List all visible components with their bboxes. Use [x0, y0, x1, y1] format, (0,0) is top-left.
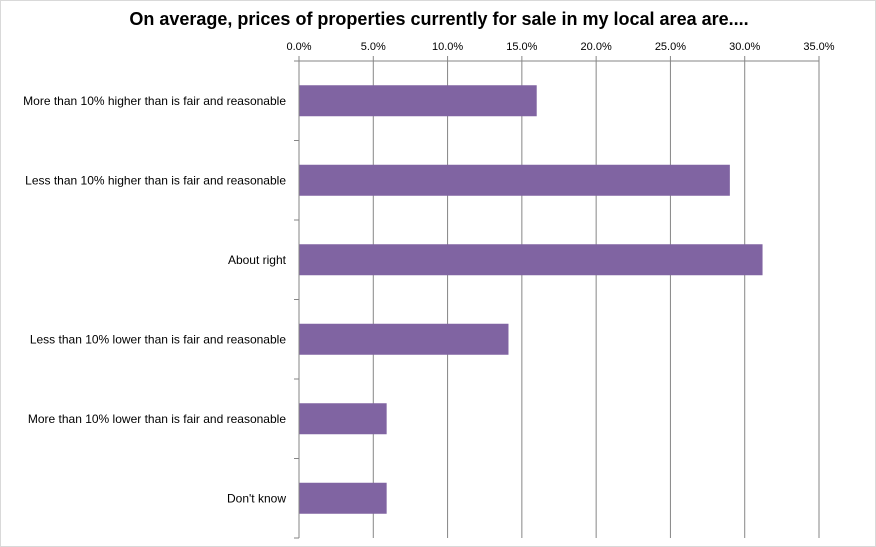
bar	[299, 482, 387, 514]
x-tick-label: 15.0%	[506, 41, 537, 53]
category-label: About right	[228, 253, 287, 267]
category-label: Don't know	[227, 491, 286, 505]
bars	[299, 85, 763, 514]
category-label: More than 10% higher than is fair and re…	[23, 94, 286, 108]
bar	[299, 164, 730, 196]
category-labels: More than 10% higher than is fair and re…	[23, 94, 287, 506]
axes	[294, 56, 820, 539]
x-tick-label: 10.0%	[432, 41, 463, 53]
bar	[299, 244, 763, 276]
x-tick-label: 20.0%	[581, 41, 612, 53]
x-tick-label: 0.0%	[286, 41, 311, 53]
category-label: Less than 10% lower than is fair and rea…	[30, 332, 286, 346]
x-tick-label: 25.0%	[655, 41, 686, 53]
chart-title: On average, prices of properties current…	[129, 9, 749, 29]
bar	[299, 403, 387, 435]
x-tick-label: 35.0%	[803, 41, 834, 53]
x-tick-labels: 0.0% 5.0% 10.0% 15.0% 20.0% 25.0% 30.0% 35.0%	[286, 41, 834, 53]
gridlines	[372, 61, 820, 538]
category-label: More than 10% lower than is fair and rea…	[28, 412, 286, 426]
x-tick-label: 5.0%	[361, 41, 386, 53]
bar	[299, 85, 537, 117]
x-tick-label: 30.0%	[729, 41, 760, 53]
bar	[299, 323, 509, 355]
category-label: Less than 10% higher than is fair and re…	[25, 173, 286, 187]
